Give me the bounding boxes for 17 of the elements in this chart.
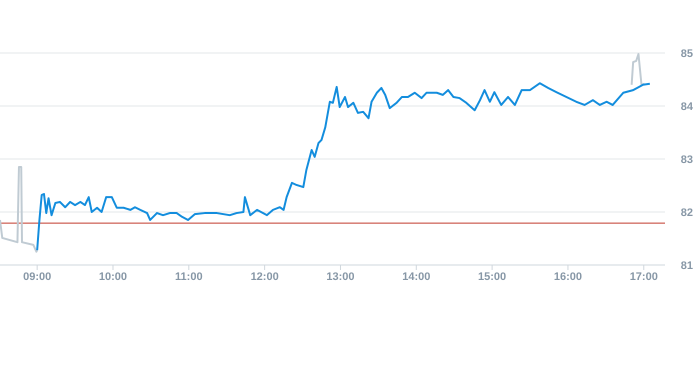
y-tick-label: 84 bbox=[680, 100, 693, 113]
x-tick-label: 16:00 bbox=[554, 270, 582, 283]
y-tick-label: 83 bbox=[680, 154, 693, 166]
line-series bbox=[630, 53, 646, 86]
x-tick-label: 17:00 bbox=[630, 270, 658, 283]
x-tick-label: 13:00 bbox=[326, 270, 355, 283]
x-tick-label: 10:00 bbox=[98, 270, 128, 283]
x-tick-label: 12:00 bbox=[250, 270, 279, 283]
y-tick-label: 85 bbox=[680, 48, 693, 60]
line-series bbox=[0, 166, 38, 253]
y-tick-label: 82 bbox=[680, 206, 693, 219]
x-tick-label: 15:00 bbox=[478, 270, 506, 283]
x-tick-label: 14:00 bbox=[402, 270, 430, 283]
y-tick-label: 81 bbox=[680, 260, 693, 272]
x-tick-label: 11:00 bbox=[175, 270, 203, 283]
line-series bbox=[36, 82, 651, 252]
x-tick-label: 09:00 bbox=[23, 270, 52, 283]
